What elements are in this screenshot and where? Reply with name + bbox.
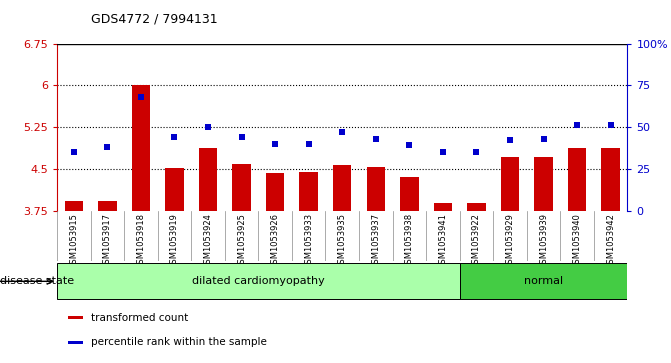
Point [68,149,79,155]
Bar [601,148,620,211]
Point [437,149,448,155]
Point [605,122,616,128]
Bar [68,340,83,343]
Bar [57,263,460,299]
Bar [366,167,385,211]
Bar [165,168,184,211]
Text: GSM1053929: GSM1053929 [505,213,515,269]
Point [471,149,482,155]
Text: disease state: disease state [0,276,74,286]
Point [102,144,113,150]
Bar [460,263,627,299]
Bar [467,203,486,211]
Point [203,124,213,130]
Point [236,134,247,140]
Bar [232,164,251,211]
Text: GSM1053937: GSM1053937 [371,213,380,269]
Text: transformed count: transformed count [91,313,189,323]
Bar [64,200,83,211]
Text: GSM1053919: GSM1053919 [170,213,179,269]
Text: GSM1053938: GSM1053938 [405,213,414,269]
Bar [433,203,452,211]
Bar [98,200,117,211]
Text: GDS4772 / 7994131: GDS4772 / 7994131 [91,12,217,25]
Point [270,141,280,147]
Point [370,136,381,142]
Point [136,94,146,100]
Point [169,134,180,140]
Text: dilated cardiomyopathy: dilated cardiomyopathy [192,276,325,286]
Point [404,143,415,148]
Bar [333,165,352,211]
Point [538,136,549,142]
Text: GSM1053940: GSM1053940 [572,213,582,269]
Bar [68,316,83,319]
Text: GSM1053917: GSM1053917 [103,213,112,269]
Bar [400,177,419,211]
Point [303,141,314,147]
Bar [266,173,285,211]
Text: GSM1053942: GSM1053942 [606,213,615,269]
Text: GSM1053918: GSM1053918 [136,213,146,269]
Bar [299,172,318,211]
Text: GSM1053935: GSM1053935 [338,213,347,269]
Text: GSM1053941: GSM1053941 [438,213,448,269]
Point [337,129,348,135]
Text: percentile rank within the sample: percentile rank within the sample [91,337,267,347]
Text: normal: normal [524,276,563,286]
Text: GSM1053924: GSM1053924 [203,213,213,269]
Point [505,138,515,143]
Bar [132,85,150,211]
Text: GSM1053939: GSM1053939 [539,213,548,269]
Bar [199,148,217,211]
Text: GSM1053925: GSM1053925 [237,213,246,269]
Bar [568,148,586,211]
Text: GSM1053922: GSM1053922 [472,213,481,269]
Text: GSM1053933: GSM1053933 [304,213,313,269]
Bar [501,156,519,211]
Point [572,122,582,128]
Bar [534,156,553,211]
Text: GSM1053926: GSM1053926 [270,213,280,269]
Text: GSM1053915: GSM1053915 [69,213,79,269]
